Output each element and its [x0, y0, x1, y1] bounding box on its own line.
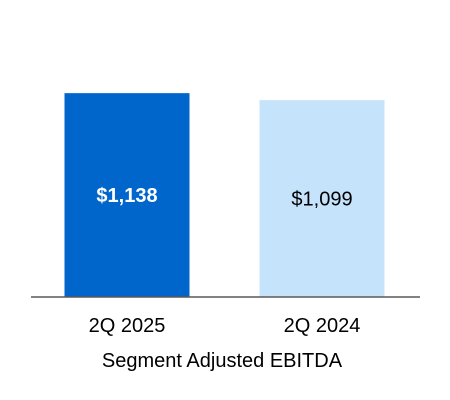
x-tick-label: 2Q 2025 [89, 315, 166, 337]
data-label: $1,138 [96, 185, 157, 207]
x-axis-title: Segment Adjusted EBITDA [102, 350, 343, 372]
bars-group [64, 93, 385, 297]
data-label: $1,099 [291, 189, 352, 211]
bar-2q-2025 [64, 93, 190, 297]
bar-2q-2024 [259, 100, 385, 297]
x-tick-label: 2Q 2024 [284, 315, 361, 337]
labels-group: $1,138 2Q 2025 $1,099 2Q 2024 [89, 185, 361, 337]
